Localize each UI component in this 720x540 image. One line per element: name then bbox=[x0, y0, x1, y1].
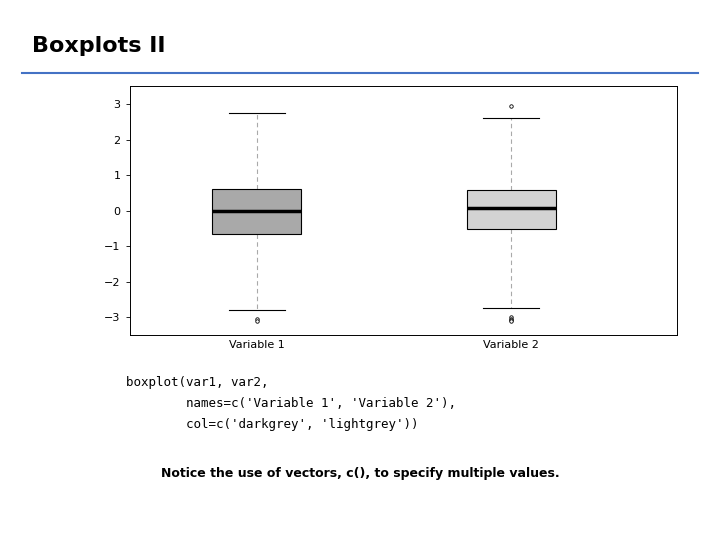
Text: Trinity College Dublin, The University of Dublin: Trinity College Dublin, The University o… bbox=[22, 515, 250, 525]
Bar bbox=[467, 190, 556, 229]
Text: Boxplots II: Boxplots II bbox=[32, 36, 166, 56]
Text: boxplot(var1, var2,
        names=c('Variable 1', 'Variable 2'),
        col=c(': boxplot(var1, var2, names=c('Variable 1'… bbox=[125, 376, 456, 431]
Bar bbox=[212, 188, 302, 234]
Text: Notice the use of vectors, c(), to specify multiple values.: Notice the use of vectors, c(), to speci… bbox=[161, 467, 559, 481]
